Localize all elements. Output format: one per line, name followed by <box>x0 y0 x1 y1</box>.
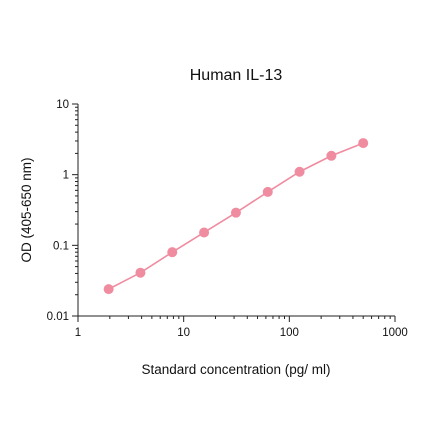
y-tick-label: 0.1 <box>53 240 69 252</box>
data-point <box>199 227 210 238</box>
series-group <box>103 138 369 295</box>
data-point <box>262 186 273 197</box>
x-tick-label: 1000 <box>382 327 408 339</box>
data-point <box>326 150 337 161</box>
data-point <box>167 247 178 258</box>
x-tick-label: 100 <box>280 327 299 339</box>
y-tick-label: 0.01 <box>47 311 69 323</box>
y-tick-label: 1 <box>63 170 69 182</box>
data-point <box>358 138 369 149</box>
x-tick-label: 10 <box>177 327 190 339</box>
data-point <box>294 166 305 177</box>
x-axis-label: Standard concentration (pg/ ml) <box>141 362 330 377</box>
y-axis-label: OD (405-650 nm) <box>19 157 34 262</box>
y-tick-label: 10 <box>56 99 69 111</box>
data-point <box>135 267 146 278</box>
data-point <box>103 284 114 295</box>
chart-title: Human IL-13 <box>190 67 283 84</box>
axes: 1 10 100 1000 0.01 0.1 1 10 <box>47 99 408 339</box>
data-point <box>230 207 241 218</box>
x-tick-label: 1 <box>75 327 81 339</box>
